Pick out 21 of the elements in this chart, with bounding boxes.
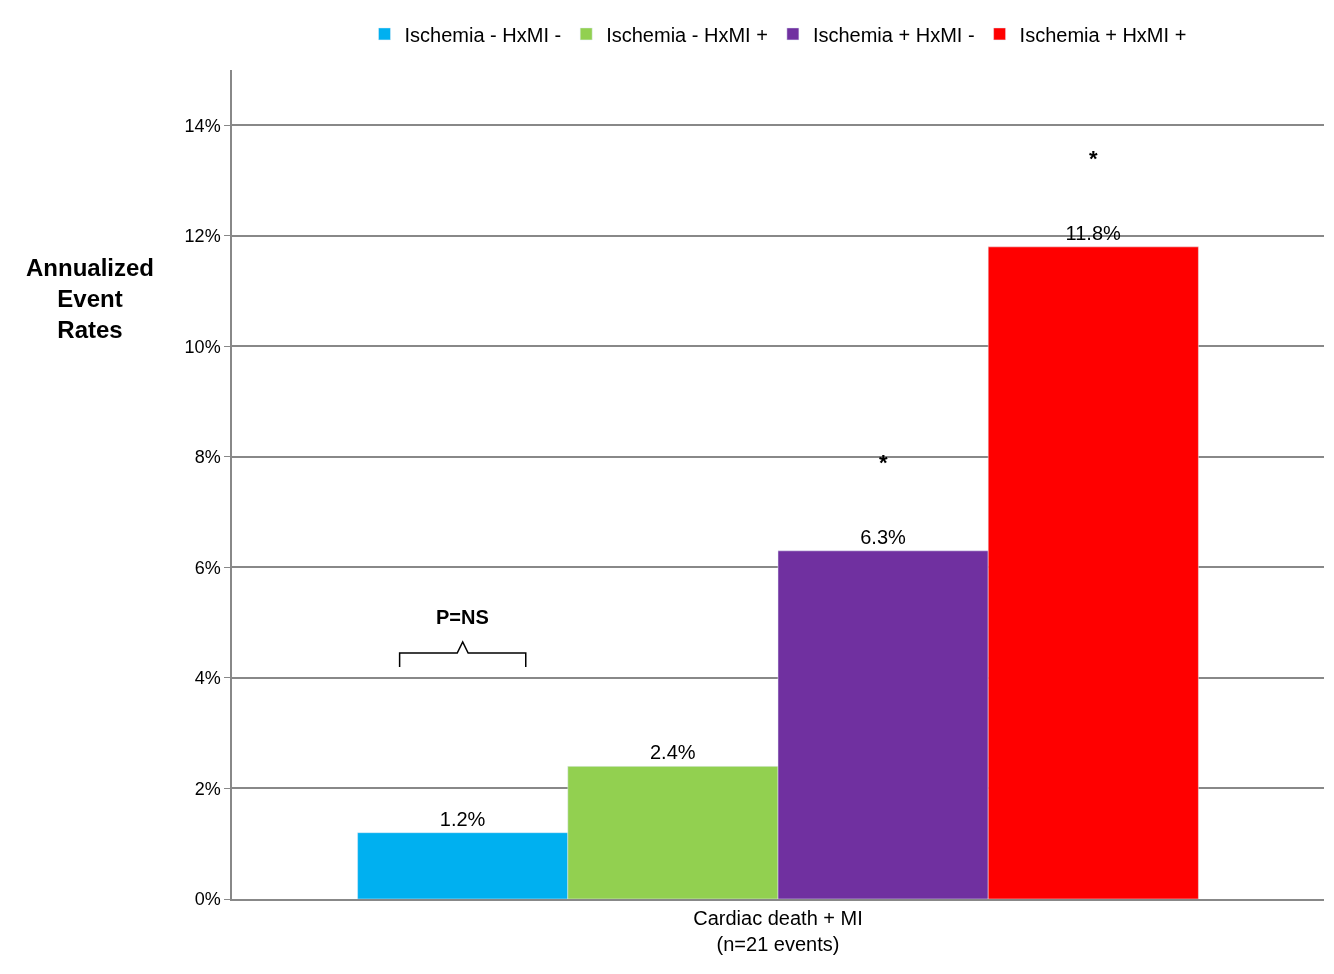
data-label: 11.8%: [1065, 221, 1122, 244]
data-label: 6.3%: [860, 525, 907, 548]
legend-label: Ischemia + HxMI -: [812, 23, 975, 46]
y-tick-label: 8%: [194, 447, 221, 468]
y-tick-label: 14%: [184, 115, 221, 136]
y-tick-label: 2%: [194, 778, 221, 799]
legend-label: Ischemia - HxMI +: [606, 23, 768, 46]
x-tick-label: Cardiac death + MI (n=21 events): [693, 906, 863, 955]
y-tick-label: 12%: [184, 226, 221, 247]
legend-label: Ischemia + HxMI +: [1019, 23, 1187, 46]
y-tick-label: 0%: [194, 889, 221, 910]
legend-label: Ischemia - HxMI -: [404, 23, 562, 46]
y-tick-label: 10%: [184, 336, 221, 357]
annotation: *: [1089, 146, 1098, 171]
y-axis-title: Annualized Event Rates: [26, 254, 155, 344]
data-label: 2.4%: [649, 741, 696, 764]
annotation: *: [879, 450, 888, 475]
y-tick-label: 6%: [194, 557, 221, 578]
annotation: P=NS: [436, 606, 489, 628]
data-label: 1.2%: [439, 807, 486, 830]
y-tick-label: 4%: [194, 668, 221, 689]
